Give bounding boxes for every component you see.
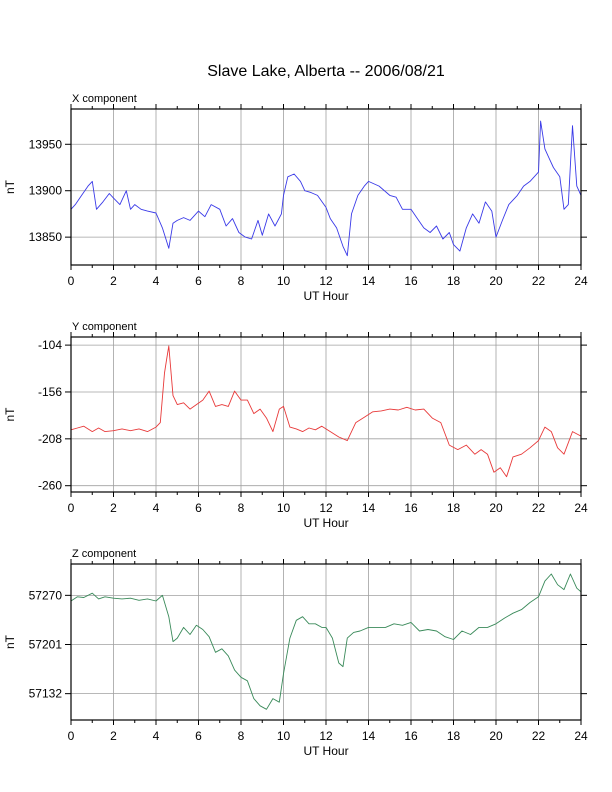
- x-tick-label: 4: [153, 501, 160, 515]
- x-tick-label: 14: [362, 729, 376, 743]
- x-tick-label: 4: [153, 729, 160, 743]
- x-tick-label: 6: [195, 501, 202, 515]
- x-tick-label: 2: [110, 501, 117, 515]
- x-tick-label: 8: [238, 729, 245, 743]
- x-tick-label: 10: [277, 274, 291, 288]
- x-tick-label: 14: [362, 274, 376, 288]
- series-line-x: [70, 120, 582, 257]
- x-axis-label: UT Hour: [303, 744, 348, 758]
- x-tick-label: 24: [574, 274, 588, 288]
- x-tick-label: 0: [68, 501, 75, 515]
- x-tick-label: 8: [238, 274, 245, 288]
- x-tick-label: 6: [195, 729, 202, 743]
- series-line-z: [70, 573, 582, 710]
- x-axis-label: UT Hour: [303, 289, 348, 303]
- y-tick-label: 57201: [29, 637, 63, 651]
- x-tick-label: 10: [277, 501, 291, 515]
- y-tick-label: 57132: [29, 687, 63, 701]
- x-axis-label: UT Hour: [303, 516, 348, 530]
- y-tick-label: 13900: [29, 184, 63, 198]
- panel-title-y: Y component: [72, 321, 137, 333]
- y-tick-label: -156: [38, 385, 62, 399]
- x-tick-label: 22: [532, 729, 546, 743]
- panel-title-z: Z component: [72, 548, 136, 560]
- x-tick-label: 12: [319, 501, 333, 515]
- x-tick-label: 20: [489, 729, 503, 743]
- x-tick-label: 8: [238, 501, 245, 515]
- x-tick-label: 18: [447, 729, 461, 743]
- x-tick-label: 18: [447, 274, 461, 288]
- grid-x: [71, 109, 581, 265]
- x-tick-label: 24: [574, 501, 588, 515]
- y-axis-label: nT: [3, 634, 17, 649]
- x-tick-label: 24: [574, 729, 588, 743]
- x-tick-label: 20: [489, 501, 503, 515]
- x-tick-label: 20: [489, 274, 503, 288]
- y-axis-label: nT: [3, 179, 17, 194]
- x-tick-label: 2: [110, 729, 117, 743]
- x-tick-label: 16: [404, 501, 418, 515]
- x-tick-label: 22: [532, 274, 546, 288]
- y-tick-label: -104: [38, 338, 62, 352]
- chart-title: Slave Lake, Alberta -- 2006/08/21: [207, 63, 445, 80]
- y-axis-label: nT: [3, 407, 17, 422]
- y-tick-label: 57270: [29, 588, 63, 602]
- x-tick-label: 12: [319, 274, 333, 288]
- x-tick-label: 4: [153, 274, 160, 288]
- x-tick-label: 16: [404, 274, 418, 288]
- x-tick-label: 10: [277, 729, 291, 743]
- y-tick-label: 13850: [29, 230, 63, 244]
- series-line-y: [70, 345, 582, 478]
- grid-z: [71, 564, 581, 720]
- x-tick-label: 0: [68, 729, 75, 743]
- x-tick-label: 2: [110, 274, 117, 288]
- x-tick-label: 16: [404, 729, 418, 743]
- y-tick-label: -260: [38, 479, 62, 493]
- x-tick-label: 22: [532, 501, 546, 515]
- x-tick-label: 0: [68, 274, 75, 288]
- x-tick-label: 12: [319, 729, 333, 743]
- y-tick-label: -208: [38, 432, 62, 446]
- grid-y: [71, 337, 581, 492]
- panel-title-x: X component: [72, 93, 137, 105]
- x-tick-label: 18: [447, 501, 461, 515]
- x-tick-label: 6: [195, 274, 202, 288]
- y-tick-label: 13950: [29, 137, 63, 151]
- x-tick-label: 14: [362, 501, 376, 515]
